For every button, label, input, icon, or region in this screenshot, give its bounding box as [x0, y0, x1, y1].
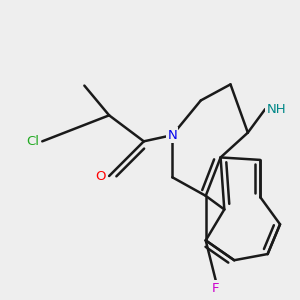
Text: NH: NH	[267, 103, 286, 116]
Text: N: N	[167, 129, 177, 142]
Text: F: F	[212, 281, 219, 295]
Text: Cl: Cl	[26, 135, 39, 148]
Text: O: O	[96, 169, 106, 182]
